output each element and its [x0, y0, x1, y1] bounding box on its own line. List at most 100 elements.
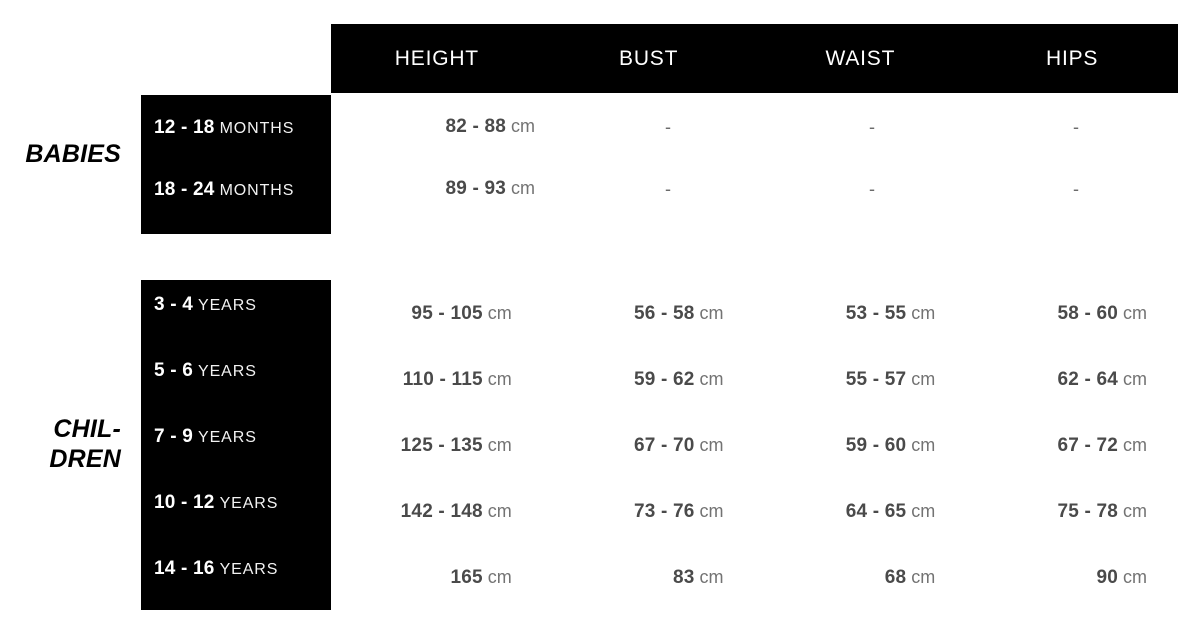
value: 68 — [884, 567, 907, 588]
value: - — [1073, 116, 1079, 137]
cell-children-4-bust: 83 cm — [543, 567, 755, 589]
unit: cm — [1123, 567, 1147, 587]
row-label-children-4: 14 - 16 YEARS — [154, 558, 278, 580]
cell-children-4-hips: 90 cm — [966, 567, 1178, 589]
column-header-bust: BUST — [619, 46, 679, 70]
cell-children-0-waist: 53 - 55 cm — [755, 303, 967, 325]
value: 165 — [450, 567, 483, 588]
row-label-children-0: 3 - 4 YEARS — [154, 294, 257, 316]
row-label-babies-1: 18 - 24 MONTHS — [154, 179, 294, 201]
row-label-children-1-range: 5 - 6 — [154, 360, 194, 381]
cell-children-3-waist: 64 - 65 cm — [755, 501, 967, 523]
value: 83 — [672, 567, 695, 588]
unit: cm — [699, 501, 724, 521]
value: 53 - 55 — [845, 303, 907, 324]
table-row: 95 - 105 cm 56 - 58 cm 53 - 55 cm 58 - 60 cm — [331, 303, 1178, 325]
row-label-children-0-range: 3 - 4 — [154, 294, 194, 315]
cell-children-0-bust: 56 - 58 cm — [543, 303, 755, 325]
unit: cm — [487, 369, 512, 389]
row-label-children-1: 5 - 6 YEARS — [154, 360, 257, 382]
unit: cm — [1123, 369, 1147, 389]
cell-babies-0-bust: - — [566, 117, 770, 138]
unit: cm — [487, 435, 512, 455]
value: 64 - 65 — [845, 501, 907, 522]
cell-children-1-waist: 55 - 57 cm — [755, 369, 967, 391]
cell-children-2-waist: 59 - 60 cm — [755, 435, 967, 457]
group-label-children-line-2: DREN — [49, 444, 121, 473]
group-label-children-line-1: CHIL- — [53, 415, 121, 443]
row-label-children-2-range: 7 - 9 — [154, 426, 194, 447]
unit: cm — [511, 178, 535, 198]
row-label-children-3-range: 10 - 12 — [154, 492, 215, 513]
row-label-children-4-range: 14 - 16 — [154, 558, 215, 579]
row-label-children-2-unit: YEARS — [198, 429, 257, 446]
unit: cm — [699, 303, 724, 323]
value: 75 - 78 — [1057, 501, 1118, 522]
cell-babies-1-hips: - — [974, 179, 1178, 200]
cell-children-2-height: 125 - 135 cm — [331, 435, 543, 457]
value: 55 - 57 — [845, 369, 907, 390]
value: 59 - 62 — [633, 369, 695, 390]
value: 67 - 72 — [1057, 435, 1118, 456]
cell-children-1-hips: 62 - 64 cm — [966, 369, 1178, 391]
unit: cm — [1123, 303, 1147, 323]
row-label-babies-0-range: 12 - 18 — [154, 117, 215, 138]
value: 90 — [1096, 567, 1118, 588]
cell-children-1-height: 110 - 115 cm — [331, 369, 543, 391]
cell-children-4-waist: 68 cm — [755, 567, 967, 589]
value: 73 - 76 — [633, 501, 695, 522]
row-label-babies-0-unit: MONTHS — [219, 120, 295, 137]
row-label-babies-1-unit: MONTHS — [219, 182, 295, 199]
table-row: 165 cm 83 cm 68 cm 90 cm — [331, 567, 1178, 589]
cell-children-3-bust: 73 - 76 cm — [543, 501, 755, 523]
cell-children-2-hips: 67 - 72 cm — [966, 435, 1178, 457]
cell-babies-0-height: 82 - 88 cm — [331, 116, 566, 138]
group-label-babies: BABIES — [0, 140, 121, 170]
table-row: 110 - 115 cm 59 - 62 cm 55 - 57 cm 62 - 64 c… — [331, 369, 1178, 391]
value: 56 - 58 — [633, 303, 695, 324]
cell-children-3-height: 142 - 148 cm — [331, 501, 543, 523]
row-label-children-2: 7 - 9 YEARS — [154, 426, 257, 448]
cell-babies-1-bust: - — [566, 179, 770, 200]
unit: cm — [487, 501, 512, 521]
table-header-row: HEIGHT BUST WAIST HIPS — [331, 24, 1178, 93]
cell-babies-0-hips: - — [974, 117, 1178, 138]
table-row: 89 - 93 cm - - - — [331, 178, 1178, 200]
value: - — [869, 178, 875, 199]
cell-babies-1-height: 89 - 93 cm — [331, 178, 566, 200]
column-header-hips: HIPS — [1046, 46, 1099, 70]
row-label-box-children: 3 - 4 YEARS 5 - 6 YEARS 7 - 9 YEARS 10 - 12… — [141, 280, 331, 610]
column-header-waist: WAIST — [825, 46, 896, 70]
row-label-children-1-unit: YEARS — [198, 363, 257, 380]
table-row: 82 - 88 cm - - - — [331, 116, 1178, 138]
unit: cm — [699, 567, 724, 587]
value: - — [1073, 178, 1079, 199]
row-label-box-babies: 12 - 18 MONTHS 18 - 24 MONTHS — [141, 95, 331, 234]
row-label-children-4-unit: YEARS — [219, 561, 279, 578]
value: 110 - 115 — [402, 369, 483, 390]
value: 59 - 60 — [845, 435, 907, 456]
unit: cm — [487, 567, 512, 587]
value: 67 - 70 — [633, 435, 695, 456]
value: - — [665, 178, 671, 199]
cell-children-2-bust: 67 - 70 cm — [543, 435, 755, 457]
cell-babies-0-waist: - — [770, 117, 974, 138]
cell-children-3-hips: 75 - 78 cm — [966, 501, 1178, 523]
column-header-height: HEIGHT — [394, 46, 479, 70]
value: 62 - 64 — [1057, 369, 1118, 390]
unit: cm — [1123, 435, 1147, 455]
unit: cm — [911, 567, 936, 587]
group-label-children: CHIL- DREN — [0, 415, 121, 474]
table-row: 142 - 148 cm 73 - 76 cm 64 - 65 cm 75 - 78 c… — [331, 501, 1178, 523]
group-label-babies-line-1: BABIES — [25, 140, 121, 168]
unit: cm — [911, 303, 936, 323]
cell-babies-1-waist: - — [770, 179, 974, 200]
cell-children-4-height: 165 cm — [331, 567, 543, 589]
unit: cm — [911, 501, 936, 521]
row-label-children-3: 10 - 12 YEARS — [154, 492, 278, 514]
value: - — [869, 116, 875, 137]
unit: cm — [1123, 501, 1147, 521]
unit: cm — [699, 369, 724, 389]
unit: cm — [699, 435, 724, 455]
